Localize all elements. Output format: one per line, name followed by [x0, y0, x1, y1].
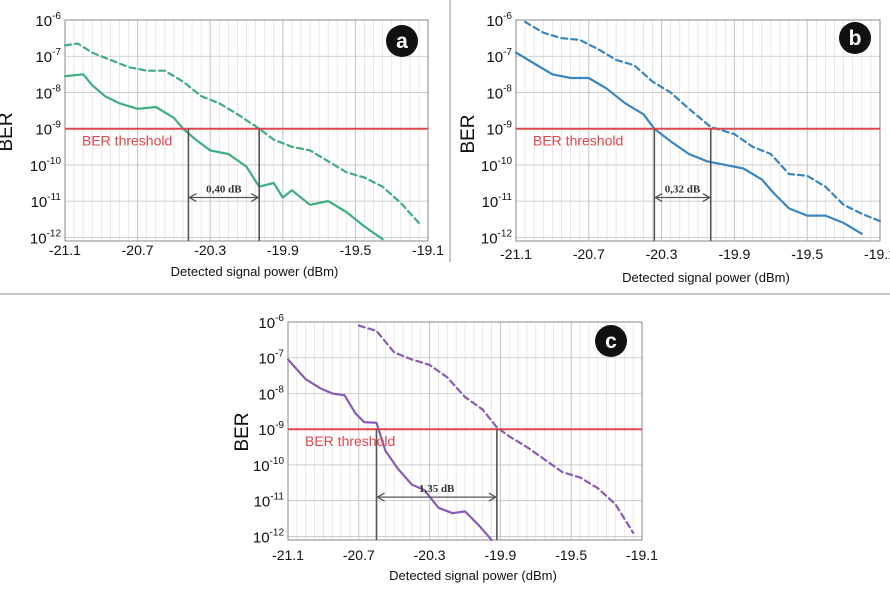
ber-threshold-label: BER threshold — [533, 133, 623, 149]
x-tick-label: -21.1 — [49, 242, 81, 258]
x-tick-label: -19.9 — [484, 547, 516, 563]
y-tick-label: 10-7 — [35, 47, 61, 66]
x-tick-label: -20.3 — [646, 246, 678, 262]
series-line-dashed — [357, 324, 635, 535]
y-tick-label: 10-8 — [486, 83, 512, 102]
y-axis-title: BER — [458, 114, 479, 153]
y-tick-label: 10-8 — [35, 83, 61, 102]
x-tick-label: -20.7 — [573, 246, 605, 262]
chart-panel-c: 10-6 10-7 10-8 10-9 10-10 10-11 10-12-21.1 -20.… — [232, 313, 658, 583]
panel-badge-label: c — [605, 330, 617, 353]
x-tick-label: -19.1 — [412, 242, 444, 258]
y-tick-label: 10-10 — [481, 156, 513, 175]
x-tick-label: -19.5 — [791, 246, 823, 262]
y-tick-label: 10-12 — [253, 527, 285, 546]
x-tick-label: -21.1 — [500, 246, 532, 262]
x-tick-label: -20.3 — [194, 242, 226, 258]
plot-frame — [515, 19, 881, 242]
panel-badge-label: b — [849, 27, 862, 50]
y-tick-label: 10-7 — [486, 47, 512, 66]
ber-threshold-label: BER threshold — [82, 133, 172, 149]
y-tick-label: 10-6 — [486, 11, 512, 30]
y-tick-label: 10-9 — [486, 120, 512, 139]
penalty-arrowhead-right — [488, 492, 498, 502]
chart-panel-b: 10-6 10-7 10-8 10-9 10-10 10-11 10-12-21.1 -20.… — [458, 11, 890, 285]
x-tick-label: -19.9 — [718, 246, 750, 262]
y-tick-label: 10-10 — [253, 456, 285, 475]
y-tick-label: 10-11 — [254, 492, 285, 511]
y-tick-label: 10-11 — [31, 192, 62, 211]
penalty-arrowhead-left — [188, 192, 197, 203]
ber-threshold-label: BER threshold — [305, 433, 395, 449]
horizontal-divider — [0, 293, 890, 295]
x-tick-label: -21.1 — [272, 547, 304, 563]
x-axis-title: Detected signal power (dBm) — [389, 568, 557, 583]
penalty-arrowhead-left — [654, 192, 663, 203]
panel-badge-label: a — [396, 30, 408, 53]
series-line-solid — [63, 73, 384, 241]
x-tick-label: -20.7 — [343, 547, 375, 563]
x-tick-label: -20.7 — [122, 242, 154, 258]
x-tick-label: -19.5 — [555, 547, 587, 563]
y-tick-label: 10-9 — [35, 120, 61, 139]
penalty-arrowhead-right — [250, 192, 260, 203]
series-line-solid — [514, 51, 863, 235]
x-tick-label: -19.1 — [864, 246, 890, 262]
penalty-arrowhead-right — [702, 192, 712, 203]
power-penalty-label: 0,40 dB — [206, 184, 242, 196]
plot-frame — [287, 321, 643, 541]
y-axis-title: BER — [232, 412, 253, 451]
y-tick-label: 10-12 — [30, 228, 62, 247]
chart-panel-a: 10-6 10-7 10-8 10-9 10-10 10-11 10-12-21.1 -20.… — [0, 11, 444, 279]
y-tick-label: 10-9 — [258, 420, 284, 439]
y-tick-label: 10-11 — [482, 192, 513, 211]
panel-badge — [595, 325, 627, 357]
power-penalty-label: 1,35 dB — [419, 483, 455, 495]
penalty-arrowhead-left — [376, 492, 385, 502]
vertical-divider — [449, 0, 451, 262]
power-penalty-label: 0,32 dB — [665, 184, 701, 196]
y-tick-label: 10-8 — [258, 384, 284, 403]
x-axis-title: Detected signal power (dBm) — [171, 264, 339, 279]
y-tick-label: 10-12 — [481, 228, 513, 247]
y-tick-label: 10-7 — [258, 349, 284, 368]
panel-badge — [839, 22, 871, 54]
plot-frame — [64, 19, 429, 242]
y-tick-label: 10-6 — [35, 11, 61, 30]
series-line-dashed — [523, 20, 882, 223]
series-line-dashed — [63, 42, 420, 224]
x-tick-label: -19.1 — [626, 547, 658, 563]
x-tick-label: -19.9 — [267, 242, 299, 258]
y-tick-label: 10-6 — [258, 313, 284, 332]
series-line-solid — [286, 358, 493, 542]
y-tick-label: 10-10 — [30, 156, 62, 175]
x-axis-title: Detected signal power (dBm) — [622, 270, 790, 285]
panel-badge — [386, 25, 418, 57]
x-tick-label: -20.3 — [414, 547, 446, 563]
x-tick-label: -19.5 — [339, 242, 371, 258]
y-axis-title: BER — [0, 112, 17, 151]
